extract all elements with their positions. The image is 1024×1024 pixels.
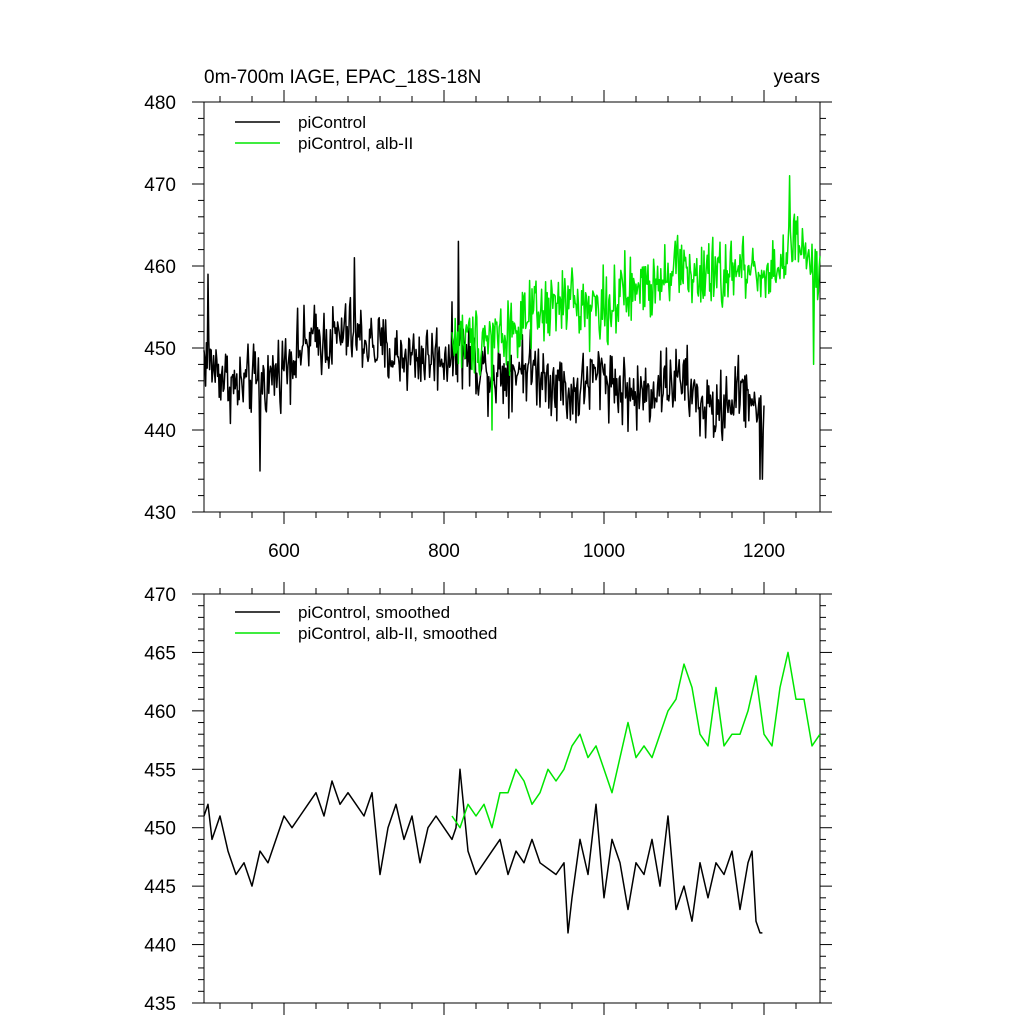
legend-label-picontrol: piControl — [298, 113, 366, 132]
legend-label-alb-ii: piControl, alb-II — [298, 134, 413, 153]
y-tick-label: 450 — [144, 819, 176, 840]
series-line-picontrol-smoothed — [203, 768, 763, 934]
y-tick-label: 480 — [144, 93, 176, 114]
y-tick-label: 440 — [144, 421, 176, 442]
units-label: years — [774, 67, 820, 88]
y-tick-label: 460 — [144, 257, 176, 278]
panel-2: 435 440 445 450 455 460 465 470 — [144, 582, 832, 1015]
chart-title: 0m-700m IAGE, EPAC_18S-18N — [204, 67, 481, 88]
x-tick-label: 600 — [268, 541, 300, 562]
y-tick-label: 460 — [144, 702, 176, 723]
y-tick-label: 435 — [144, 994, 176, 1015]
y-tick-label: 440 — [144, 936, 176, 957]
y-tick-label: 470 — [144, 175, 176, 196]
top-legend: piControl piControl, alb-II — [235, 113, 413, 153]
series-line-picontrol-alb-ii-smoothed — [451, 651, 821, 829]
y-tick-label: 450 — [144, 339, 176, 360]
y-tick-label: 470 — [144, 585, 176, 606]
y-tick-label: 465 — [144, 643, 176, 664]
y-tick-label: 430 — [144, 503, 176, 524]
x-tick-label: 800 — [428, 541, 460, 562]
x-tick-label: 1200 — [743, 541, 785, 562]
y-tick-label: 445 — [144, 877, 176, 898]
plot-frame — [203, 101, 821, 513]
bottom-legend: piControl, smoothed piControl, alb-II, s… — [235, 603, 497, 643]
panel-1: 430 440 450 460 470 480 600 800 1000 1200 — [144, 90, 832, 562]
series-line-picontrol — [203, 240, 765, 480]
plot-frame — [203, 593, 821, 1004]
legend-label-picontrol-smoothed: piControl, smoothed — [298, 603, 450, 622]
series-line-picontrol-alb-ii — [451, 175, 821, 431]
legend-label-alb-ii-smoothed: piControl, alb-II, smoothed — [298, 624, 497, 643]
y-tick-label: 455 — [144, 760, 176, 781]
x-tick-label: 1000 — [583, 541, 625, 562]
